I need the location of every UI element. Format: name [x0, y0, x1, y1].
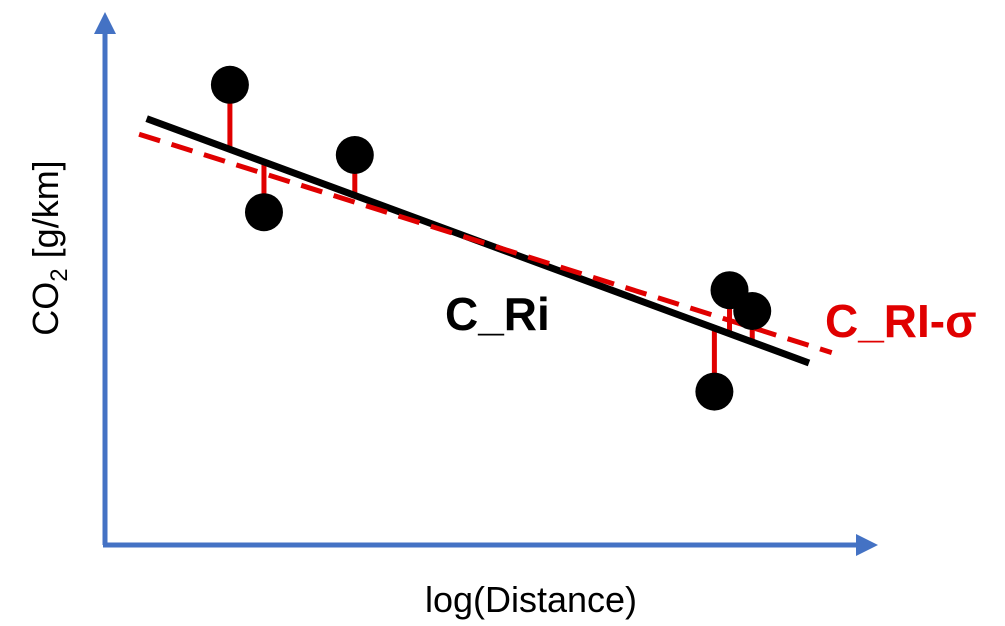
data-point-3: [335, 136, 374, 174]
x-axis-arrowhead: [856, 534, 878, 556]
y-axis-arrowhead: [94, 12, 116, 34]
data-point-5: [733, 292, 772, 330]
residual-lines: [227, 84, 755, 392]
fit-line-c-ri-sigma: [138, 131, 833, 355]
fit-lines: [138, 115, 833, 367]
line-label-c-ri-sigma: C_RI-σ: [825, 295, 977, 347]
y-axis-label: CO2 [g/km]: [25, 160, 73, 335]
data-point-1: [210, 65, 249, 104]
data-points: [210, 65, 772, 411]
data-point-6: [695, 372, 734, 411]
line-label-c-ri: C_Ri: [445, 288, 550, 340]
y-axis-label-main: CO: [25, 282, 66, 336]
x-axis-label: log(Distance): [425, 579, 637, 620]
y-axis-label-unit: [g/km]: [25, 160, 66, 268]
svg-text:CO2 [g/km]: CO2 [g/km]: [25, 160, 73, 335]
data-point-2: [244, 193, 283, 232]
y-axis-label-subscript: 2: [46, 268, 73, 281]
